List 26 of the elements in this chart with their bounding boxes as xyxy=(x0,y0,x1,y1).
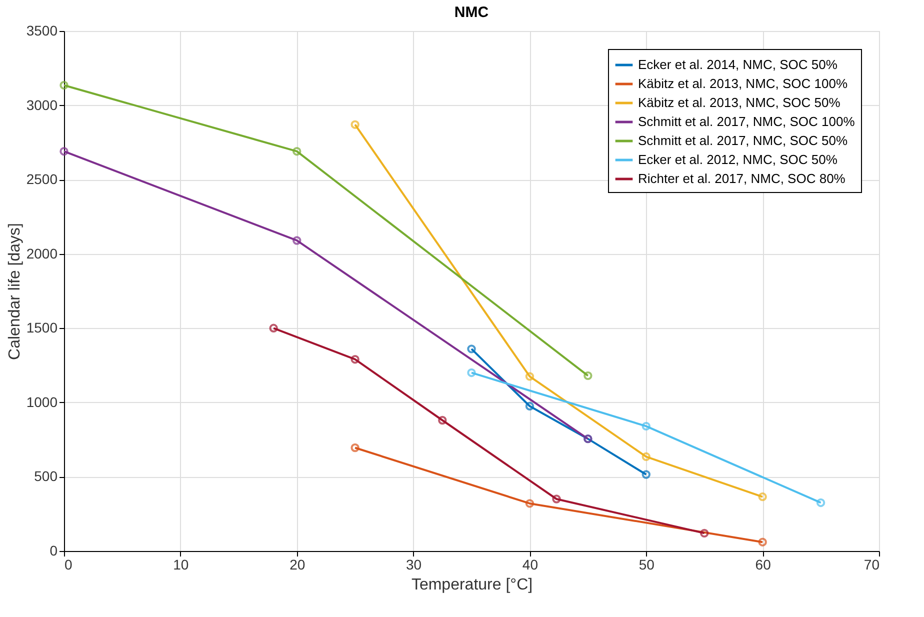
y-tick-label: 2000 xyxy=(26,245,58,262)
y-tick-label: 2500 xyxy=(26,171,58,188)
legend-label: Richter et al. 2017, NMC, SOC 80% xyxy=(638,171,846,186)
y-tick-label: 1500 xyxy=(26,320,58,336)
legend-label: Käbitz et al. 2013, NMC, SOC 100% xyxy=(638,76,848,91)
y-tick-label: 500 xyxy=(34,468,58,484)
y-tick-label: 3500 xyxy=(26,22,58,38)
x-tick-label: 10 xyxy=(173,556,189,572)
x-tick-label: 40 xyxy=(522,556,538,572)
x-tick-label: 60 xyxy=(755,556,772,572)
legend-label: Käbitz et al. 2013, NMC, SOC 50% xyxy=(638,95,841,110)
x-tick-label: 30 xyxy=(406,556,422,572)
legend-label: Ecker et al. 2014, NMC, SOC 50% xyxy=(638,57,838,72)
legend-label: Ecker et al. 2012, NMC, SOC 50% xyxy=(638,152,838,167)
x-tick-label: 0 xyxy=(64,556,72,572)
x-axis-title: Temperature [°C] xyxy=(411,576,533,594)
y-tick-label: 1000 xyxy=(26,394,58,410)
legend-label: Schmitt et al. 2017, NMC, SOC 100% xyxy=(638,114,856,129)
x-tick-label: 70 xyxy=(864,556,880,572)
x-tick-label: 20 xyxy=(290,556,306,572)
y-tick-label: 0 xyxy=(50,542,58,558)
legend-label: Schmitt et al. 2017, NMC, SOC 50% xyxy=(638,133,848,148)
y-tick-label: 3000 xyxy=(26,96,58,113)
y-axis-title: Calendar life [days] xyxy=(6,223,24,360)
chart-title: NMC xyxy=(454,4,489,21)
x-tick-label: 50 xyxy=(638,556,655,572)
